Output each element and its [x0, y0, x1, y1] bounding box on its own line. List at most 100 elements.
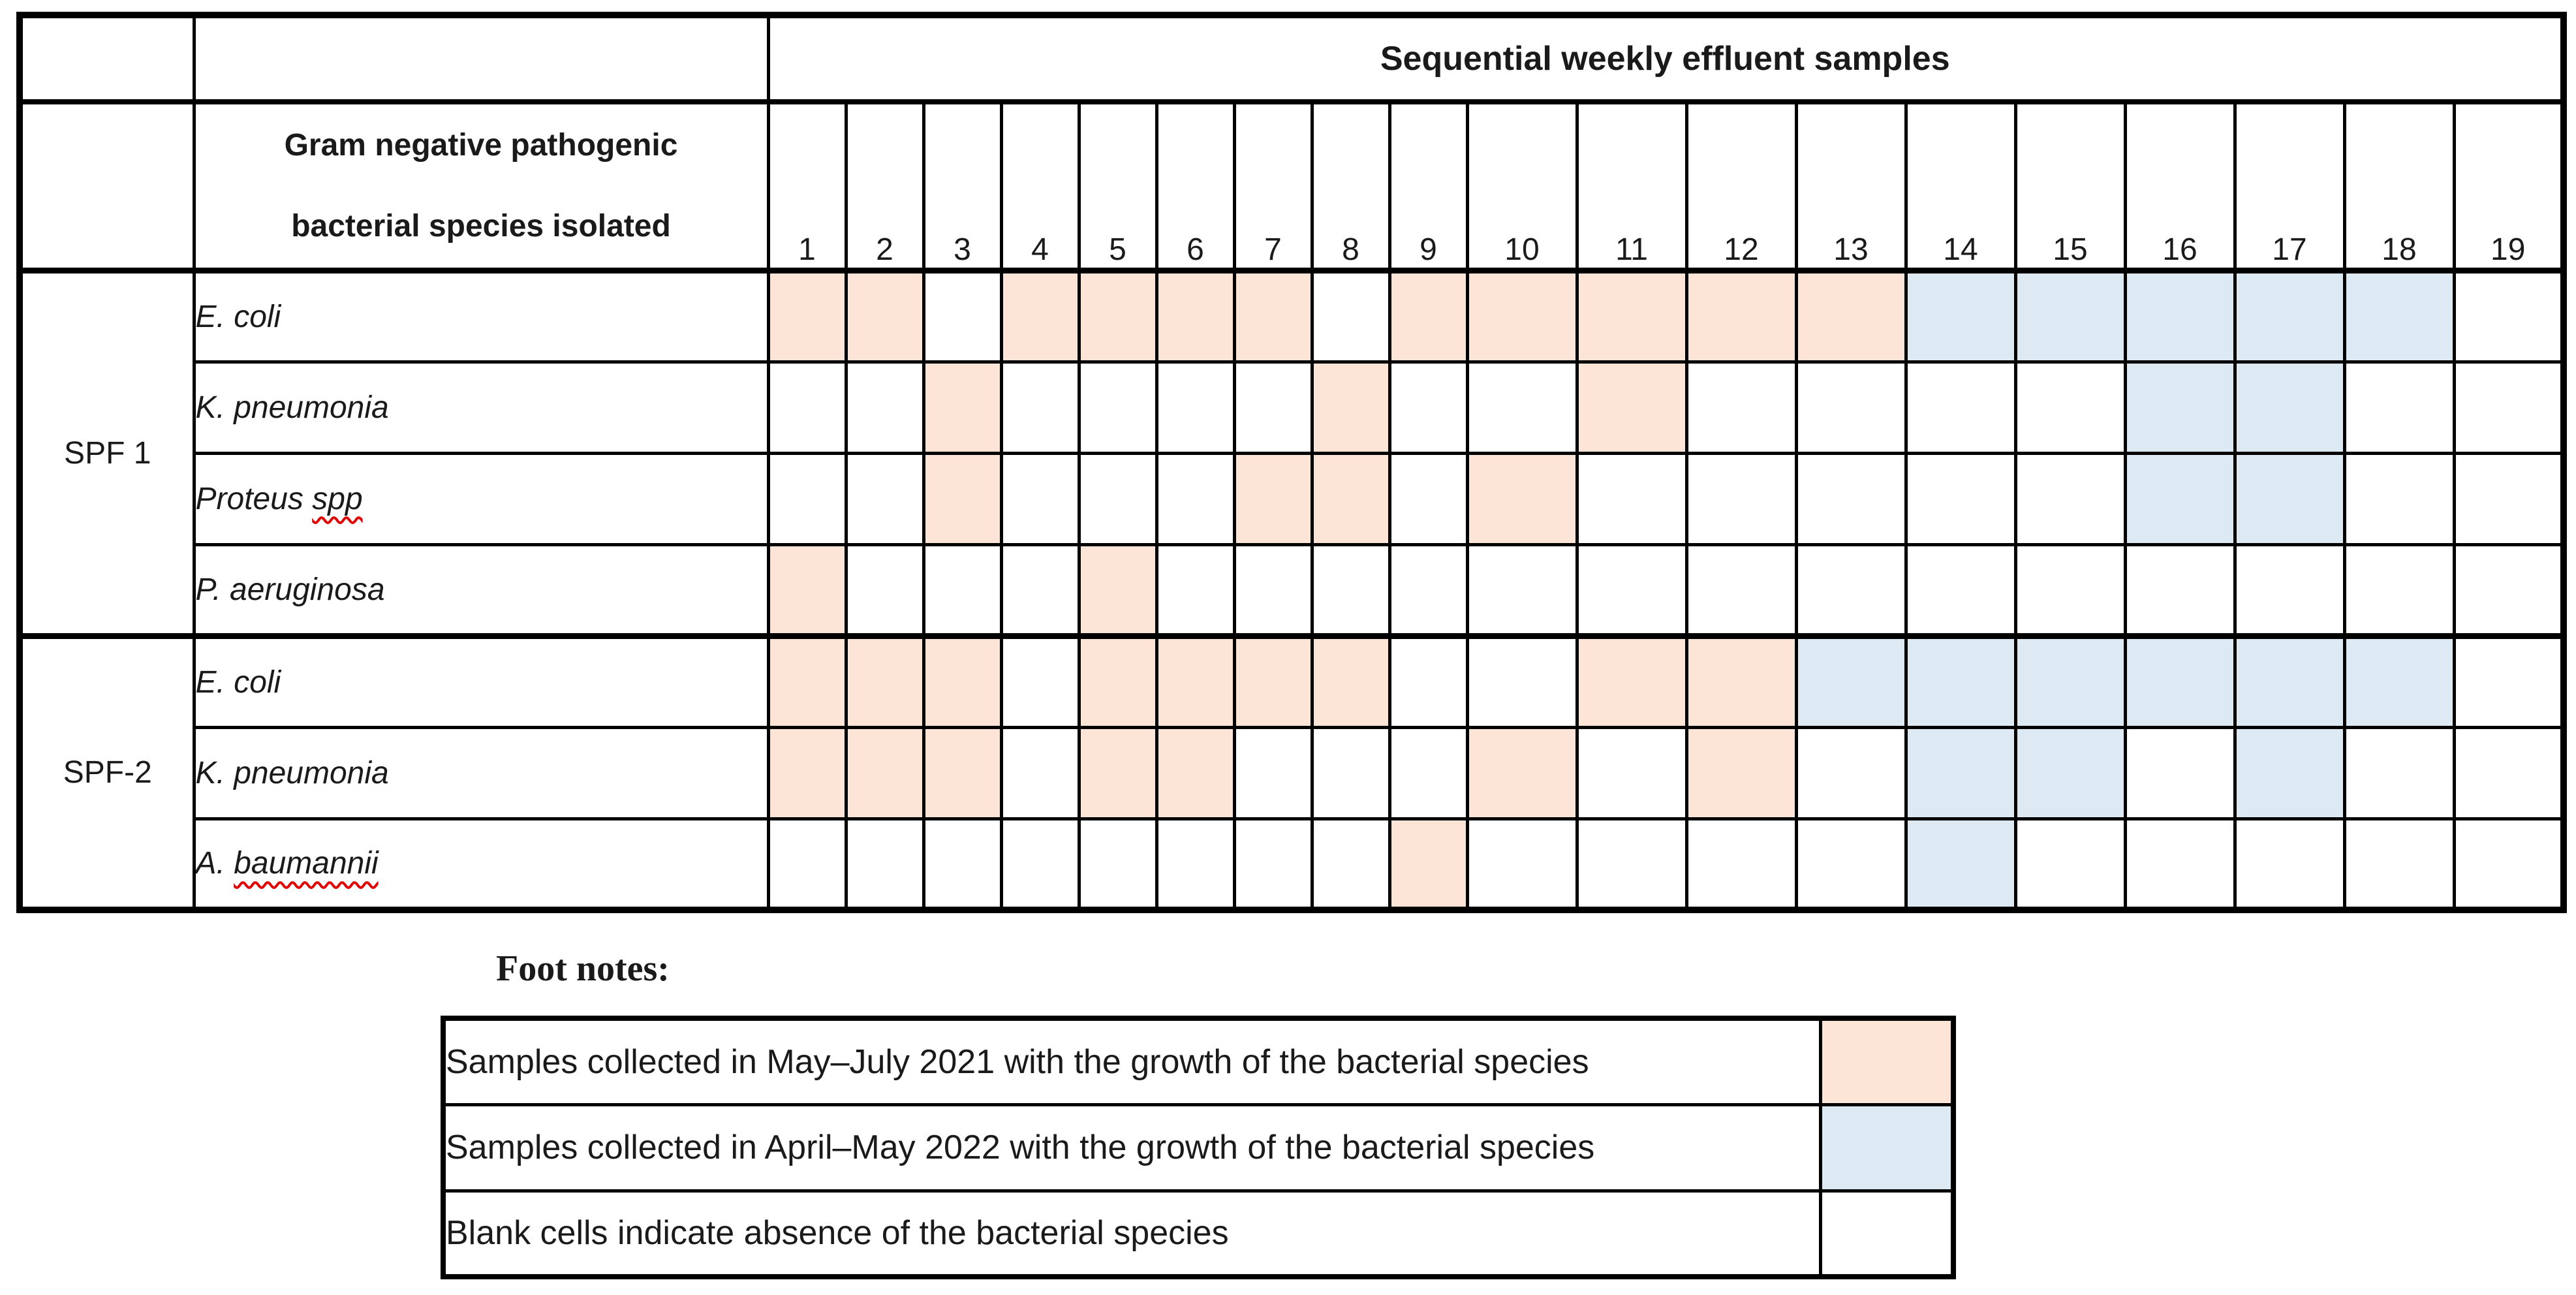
species-name-text: E. coli	[195, 664, 281, 700]
legend-row-2021: Samples collected in May–July 2021 with …	[441, 1016, 1955, 1106]
week-5-header: 5	[1077, 100, 1158, 273]
sample-cell-week-13-blank	[1794, 817, 1908, 912]
sample-cell-week-7-blank	[1232, 725, 1314, 820]
title-row: Sequential weekly effluent samples	[18, 13, 2566, 104]
data-row: SPF-2 E. coli	[18, 632, 2566, 912]
sample-cell-week-13-blank	[1794, 542, 1908, 638]
sample-cell-week-16-growth-2022	[2123, 451, 2237, 546]
sample-cell-week-9-growth-2021	[1388, 817, 1469, 912]
sample-cell-week-10-blank	[1465, 360, 1579, 455]
sample-cell-week-1-growth-2021	[766, 632, 848, 729]
sample-cell-week-15-growth-2022	[2013, 632, 2127, 729]
sample-cell-week-16-blank	[2123, 817, 2237, 912]
sample-cell-week-7-blank	[1232, 360, 1314, 455]
species-label: P. aeruginosa	[192, 542, 770, 638]
sample-cell-week-7-blank	[1232, 542, 1314, 638]
sample-cell-week-14-growth-2022	[1904, 268, 2017, 364]
week-8-header: 8	[1310, 100, 1391, 273]
sample-cell-week-15-growth-2022	[2013, 268, 2127, 364]
week-10-header: 10	[1465, 100, 1579, 273]
week-11-header: 11	[1575, 100, 1688, 273]
sample-cell-week-7-blank	[1232, 817, 1314, 912]
sample-cell-week-5-growth-2021	[1077, 268, 1158, 364]
empty-group-cell	[18, 100, 196, 273]
sample-cell-week-2-blank	[844, 451, 925, 546]
sample-cell-week-6-growth-2021	[1155, 632, 1236, 729]
week-2-header: 2	[844, 100, 925, 273]
species-name-text: Proteus	[195, 481, 313, 516]
species-label: E. coli	[192, 632, 770, 729]
sample-cell-week-13-blank	[1794, 360, 1908, 455]
sample-cell-week-6-blank	[1155, 451, 1236, 546]
spellcheck-underlined-text: spp	[312, 481, 363, 516]
sample-cell-week-8-blank	[1310, 817, 1391, 912]
sample-cell-week-15-blank	[2013, 451, 2127, 546]
sample-cell-week-19-blank	[2452, 725, 2566, 820]
sample-cell-week-11-growth-2021	[1575, 360, 1688, 455]
sample-cell-week-3-growth-2021	[922, 451, 1003, 546]
sample-cell-week-1-growth-2021	[766, 268, 848, 364]
legend-text-2022: Samples collected in April–May 2022 with…	[441, 1102, 1822, 1193]
legend-row-2022: Samples collected in April–May 2022 with…	[441, 1102, 1955, 1193]
sample-cell-week-11-blank	[1575, 542, 1688, 638]
sample-cell-week-10-growth-2021	[1465, 268, 1579, 364]
sample-cell-week-11-growth-2021	[1575, 632, 1688, 729]
week-16-header: 16	[2123, 100, 2237, 273]
sample-cell-week-9-blank	[1388, 725, 1469, 820]
week-14-header: 14	[1904, 100, 2017, 273]
sample-cell-week-15-growth-2022	[2013, 725, 2127, 820]
sample-cell-week-11-blank	[1575, 451, 1688, 546]
sample-cell-week-11-blank	[1575, 725, 1688, 820]
species-label: E. coli	[192, 268, 770, 364]
week-numbers-row: Gram negative pathogenic bacterial speci…	[18, 100, 2566, 273]
sample-cell-week-2-growth-2021	[844, 725, 925, 820]
data-row: SPF 1 E. coli	[18, 268, 2566, 638]
species-name-text: P. aeruginosa	[195, 572, 385, 607]
sample-cell-week-5-growth-2021	[1077, 542, 1158, 638]
sample-cell-week-1-blank	[766, 360, 848, 455]
sample-cell-week-18-blank	[2342, 817, 2456, 912]
sample-cell-week-5-blank	[1077, 817, 1158, 912]
sample-cell-week-2-growth-2021	[844, 268, 925, 364]
sample-cell-week-6-blank	[1155, 360, 1236, 455]
effluent-samples-table: Sequential weekly effluent samples Gram …	[16, 12, 2567, 913]
sample-cell-week-14-growth-2022	[1904, 632, 2017, 729]
sample-cell-week-16-growth-2022	[2123, 632, 2237, 729]
data-row: A. baumannii	[20, 817, 2566, 912]
species-header-line1: Gram negative pathogenic	[284, 127, 678, 163]
sample-cell-week-19-blank	[2452, 451, 2566, 546]
sample-cell-week-10-blank	[1465, 817, 1579, 912]
sample-cell-week-14-growth-2022	[1904, 817, 2017, 912]
week-7-header: 7	[1232, 100, 1314, 273]
footnotes-heading: Foot notes:	[496, 948, 670, 989]
species-label: Proteus spp	[192, 451, 770, 546]
sample-cell-week-12-growth-2021	[1684, 725, 1798, 820]
sample-cell-week-17-growth-2022	[2233, 360, 2346, 455]
sample-cell-week-4-blank	[999, 542, 1081, 638]
sample-cell-week-5-blank	[1077, 451, 1158, 546]
sample-cell-week-2-growth-2021	[844, 632, 925, 729]
sample-cell-week-9-blank	[1388, 451, 1469, 546]
sample-cell-week-3-blank	[922, 268, 1003, 364]
empty-header-cell	[192, 13, 770, 104]
week-18-header: 18	[2342, 100, 2456, 273]
data-row: K. pneumonia	[20, 725, 2566, 820]
sample-cell-week-13-blank	[1794, 451, 1908, 546]
sample-cell-week-19-blank	[2452, 542, 2566, 638]
sample-cell-week-15-blank	[2013, 360, 2127, 455]
sample-cell-week-3-growth-2021	[922, 632, 1003, 729]
sample-cell-week-12-blank	[1684, 542, 1798, 638]
sample-cell-week-5-growth-2021	[1077, 725, 1158, 820]
sample-cell-week-8-blank	[1310, 725, 1391, 820]
sample-cell-week-10-growth-2021	[1465, 725, 1579, 820]
sample-cell-week-14-blank	[1904, 451, 2017, 546]
sample-cell-week-19-blank	[2452, 632, 2566, 729]
sample-cell-week-9-blank	[1388, 360, 1469, 455]
sample-cell-week-17-growth-2022	[2233, 725, 2346, 820]
sample-cell-week-9-growth-2021	[1388, 268, 1469, 364]
species-label: K. pneumonia	[192, 360, 770, 455]
week-17-header: 17	[2233, 100, 2346, 273]
sample-cell-week-4-blank	[999, 451, 1081, 546]
sample-cell-week-7-growth-2021	[1232, 451, 1314, 546]
sample-cell-week-17-growth-2022	[2233, 268, 2346, 364]
